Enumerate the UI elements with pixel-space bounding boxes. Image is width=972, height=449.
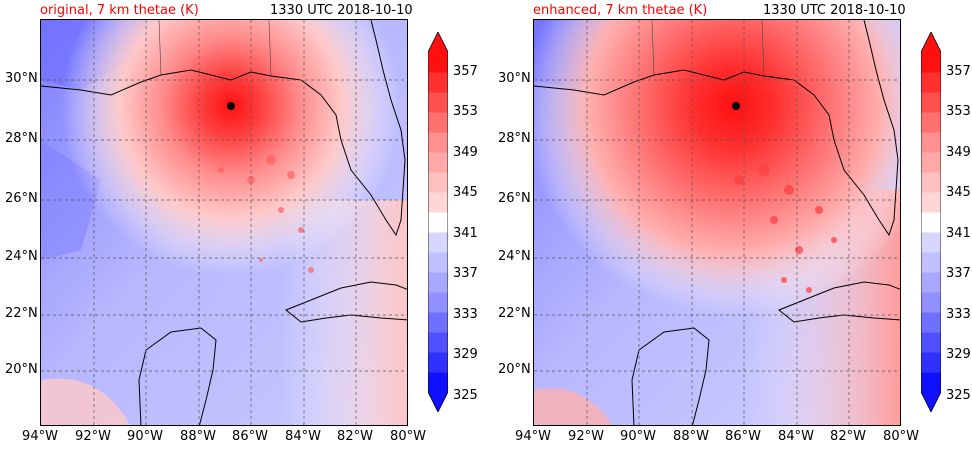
colorbar-segment (428, 152, 448, 173)
panel-original: original, 7 km thetae (K) 1330 UTC 2018-… (5, 3, 478, 444)
colorbar-label: 337 (453, 266, 478, 281)
colorbar-segment (921, 372, 941, 393)
lon-label: 92°W (568, 429, 604, 444)
lat-label: 22°N (5, 306, 38, 321)
lon-label: 80°W (390, 429, 426, 444)
lon-label: 80°W (883, 429, 919, 444)
colorbar-segment (921, 352, 941, 373)
colorbar-segment (921, 252, 941, 273)
colorbar-label: 329 (453, 347, 478, 362)
colorbar-segment (428, 72, 448, 93)
lon-label: 82°W (337, 429, 373, 444)
colorbar-segment (921, 292, 941, 313)
colorbar-segment (921, 272, 941, 293)
panel-timestamp: 1330 UTC 2018-10-10 (763, 3, 906, 18)
colorbar-label: 353 (453, 104, 478, 119)
lon-label: 90°W (620, 429, 656, 444)
colorbar-label: 333 (946, 307, 971, 322)
lon-label: 92°W (75, 429, 111, 444)
lon-label: 86°W (232, 429, 268, 444)
colorbar-segment (428, 312, 448, 333)
panel-enhanced: enhanced, 7 km thetae (K) 1330 UTC 2018-… (493, 0, 972, 449)
lat-label: 30°N (5, 71, 38, 86)
colorbar-segment (921, 312, 941, 333)
panel-timestamp: 1330 UTC 2018-10-10 (270, 3, 413, 18)
colorbar-segment (428, 232, 448, 253)
map-field (41, 20, 407, 425)
colorbar-segment (921, 172, 941, 193)
lon-label: 84°W (778, 429, 814, 444)
panel-title: enhanced, 7 km thetae (K) (533, 3, 708, 18)
lon-label: 84°W (285, 429, 321, 444)
colorbar-segment (921, 192, 941, 213)
map-field (534, 20, 900, 425)
colorbar-segment (921, 152, 941, 173)
colorbar-label: 357 (946, 64, 971, 79)
colorbar-label: 345 (946, 185, 971, 200)
colorbar-extend-max (921, 32, 941, 52)
colorbar (428, 32, 448, 412)
colorbar (921, 32, 941, 412)
colorbar-label: 325 (946, 388, 971, 403)
lat-label: 28°N (498, 131, 531, 146)
lat-label: 26°N (5, 191, 38, 206)
colorbar-segment (428, 192, 448, 213)
colorbar-segment (428, 52, 448, 73)
colorbar-segment (428, 172, 448, 193)
lat-label: 24°N (5, 249, 38, 264)
lat-label: 26°N (498, 191, 531, 206)
colorbar-label: 341 (946, 226, 971, 241)
colorbar-extend-min (921, 392, 941, 412)
colorbar-segment (921, 332, 941, 353)
colorbar-segment (428, 112, 448, 133)
colorbar-segment (921, 132, 941, 153)
panel-title: original, 7 km thetae (K) (40, 3, 199, 18)
map-area (533, 19, 901, 426)
colorbar-segment (428, 332, 448, 353)
colorbar-segment (428, 132, 448, 153)
storm-center-marker (227, 102, 235, 110)
lon-label: 88°W (180, 429, 216, 444)
colorbar-label: 333 (453, 307, 478, 322)
lat-label: 20°N (5, 362, 38, 377)
lon-label: 94°W (515, 429, 551, 444)
lat-label: 22°N (498, 306, 531, 321)
colorbar-extend-max (428, 32, 448, 52)
lon-label: 94°W (22, 429, 58, 444)
colorbar-label: 357 (453, 64, 478, 79)
lat-label: 20°N (498, 362, 531, 377)
colorbar-segment (921, 232, 941, 253)
colorbar-segment (428, 292, 448, 313)
lon-label: 82°W (830, 429, 866, 444)
colorbar-label: 345 (453, 185, 478, 200)
colorbar-segment (921, 92, 941, 113)
lon-label: 86°W (725, 429, 761, 444)
colorbar-extend-min (428, 392, 448, 412)
colorbar-label: 341 (453, 226, 478, 241)
colorbar-label: 337 (946, 266, 971, 281)
colorbar-segment (921, 212, 941, 233)
colorbar-segment (428, 352, 448, 373)
colorbar-segment (921, 52, 941, 73)
lat-label: 24°N (498, 249, 531, 264)
colorbar-label: 353 (946, 104, 971, 119)
colorbar-label: 349 (453, 145, 478, 160)
lat-label: 28°N (5, 131, 38, 146)
lon-label: 88°W (673, 429, 709, 444)
colorbar-segment (428, 272, 448, 293)
colorbar-segment (428, 372, 448, 393)
colorbar-segment (921, 72, 941, 93)
colorbar-segment (428, 92, 448, 113)
lon-label: 90°W (127, 429, 163, 444)
colorbar-label: 329 (946, 347, 971, 362)
map-area (40, 19, 408, 426)
colorbar-segment (428, 212, 448, 233)
colorbar-label: 325 (453, 388, 478, 403)
lat-label: 30°N (498, 71, 531, 86)
colorbar-segment (921, 112, 941, 133)
colorbar-segment (428, 252, 448, 273)
colorbar-label: 349 (946, 145, 971, 160)
storm-center-marker (732, 102, 740, 110)
